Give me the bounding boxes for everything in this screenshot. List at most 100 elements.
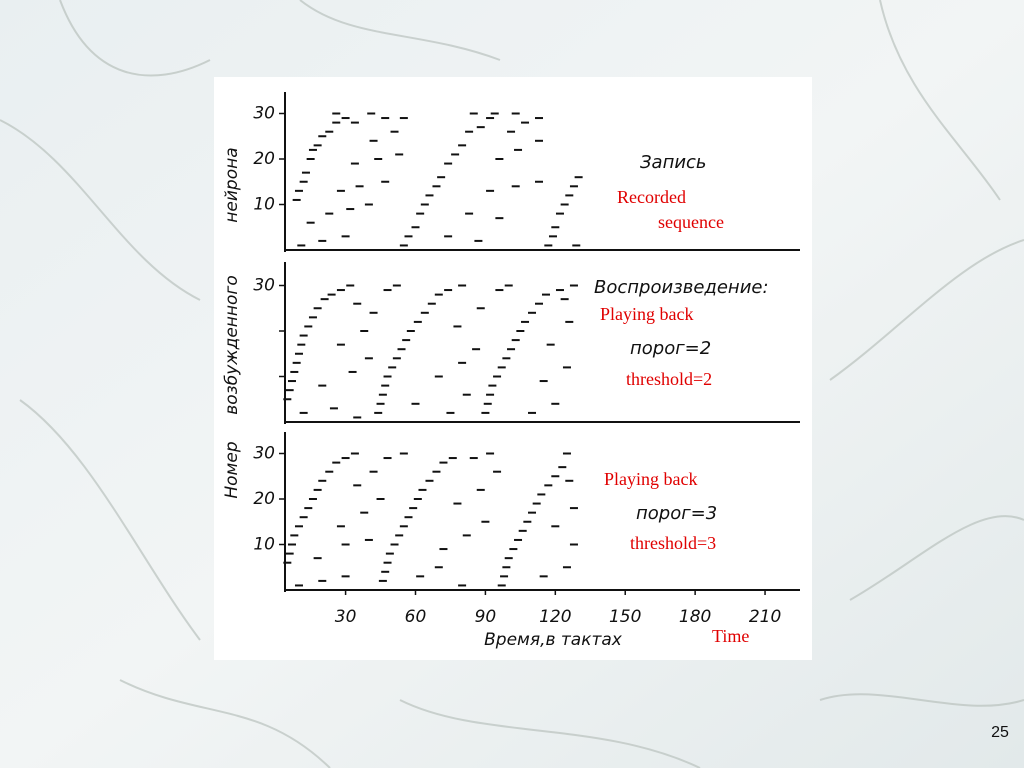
- spike: [416, 212, 425, 215]
- spike: [444, 162, 453, 165]
- spike: [388, 366, 397, 369]
- spike: [327, 293, 336, 296]
- spike: [495, 217, 504, 220]
- slide-number: 25: [991, 724, 1009, 741]
- x-tick-label: 180: [679, 607, 711, 627]
- x-tick-label: 60: [405, 607, 427, 627]
- spike: [341, 575, 350, 578]
- spike: [341, 235, 350, 238]
- spike: [565, 479, 574, 482]
- spike: [413, 320, 422, 323]
- x-tick-label: 90: [475, 607, 497, 627]
- spike: [336, 289, 345, 292]
- spike: [486, 117, 495, 120]
- spike: [399, 244, 408, 247]
- spike: [497, 584, 506, 587]
- spike: [413, 498, 422, 500]
- spike: [535, 180, 544, 183]
- spike: [392, 284, 401, 287]
- spike: [434, 566, 443, 569]
- spike: [313, 488, 322, 491]
- spike: [558, 466, 567, 469]
- spike: [569, 543, 578, 546]
- spike: [565, 194, 574, 197]
- spike: [292, 198, 301, 201]
- y-tick-label: 20: [253, 149, 275, 169]
- spike: [313, 557, 322, 560]
- spike: [562, 452, 571, 455]
- spike: [411, 226, 420, 229]
- spike: [374, 158, 383, 160]
- spike: [374, 411, 383, 414]
- spike: [418, 488, 427, 491]
- y-axis-label: Номер: [222, 441, 242, 498]
- spike: [539, 380, 548, 383]
- spike: [390, 543, 399, 546]
- spike: [569, 284, 578, 287]
- spike: [332, 121, 341, 124]
- spike: [511, 185, 520, 188]
- spike: [292, 361, 301, 364]
- spike: [341, 117, 350, 120]
- spike: [369, 311, 378, 314]
- y-tick-label: 30: [253, 444, 275, 464]
- spike: [376, 498, 385, 500]
- spike: [497, 366, 506, 369]
- spike: [336, 189, 345, 192]
- annotation: порог=2: [630, 338, 711, 359]
- spike: [332, 461, 341, 464]
- spike: [425, 479, 434, 482]
- spike: [294, 189, 303, 192]
- spike: [486, 393, 495, 396]
- spike: [521, 320, 530, 323]
- spike: [402, 339, 411, 342]
- annotation: Recorded: [617, 187, 686, 207]
- y-axis-label: нейрона: [222, 147, 242, 222]
- spike: [367, 112, 376, 115]
- spike: [465, 212, 474, 215]
- annotation: sequence: [658, 212, 724, 232]
- spike: [297, 343, 306, 346]
- spike: [507, 130, 516, 133]
- x-tick-label: 210: [749, 607, 781, 627]
- spike: [318, 384, 327, 387]
- spike: [350, 162, 359, 165]
- spike: [574, 176, 583, 179]
- spike: [325, 470, 334, 473]
- x-tick-label: 120: [539, 607, 571, 627]
- spike: [360, 330, 369, 332]
- spike: [378, 393, 387, 396]
- spike: [383, 457, 392, 460]
- spike: [511, 339, 520, 342]
- spike: [381, 180, 390, 183]
- annotation: Playing back: [604, 469, 697, 489]
- spike: [518, 529, 527, 532]
- y-tick-label: 30: [253, 276, 275, 296]
- spike: [560, 298, 569, 301]
- spike: [353, 302, 362, 305]
- y-axis-label: возбужденного: [222, 275, 242, 415]
- spike: [409, 507, 418, 510]
- spike: [294, 352, 303, 355]
- y-tick-label: 10: [253, 195, 275, 215]
- annotation: threshold=2: [626, 369, 712, 389]
- spike: [304, 507, 313, 510]
- spike: [437, 176, 446, 179]
- spike: [411, 402, 420, 405]
- spike: [439, 548, 448, 551]
- spike: [336, 525, 345, 528]
- spike: [528, 411, 537, 414]
- spike: [562, 366, 571, 369]
- spike: [434, 293, 443, 296]
- spike: [325, 130, 334, 133]
- spike: [318, 479, 327, 482]
- spike: [476, 488, 485, 491]
- spike: [383, 289, 392, 292]
- spike: [537, 493, 546, 496]
- spike: [432, 185, 441, 188]
- spike: [562, 566, 571, 569]
- spike: [285, 552, 294, 555]
- spike: [555, 289, 564, 292]
